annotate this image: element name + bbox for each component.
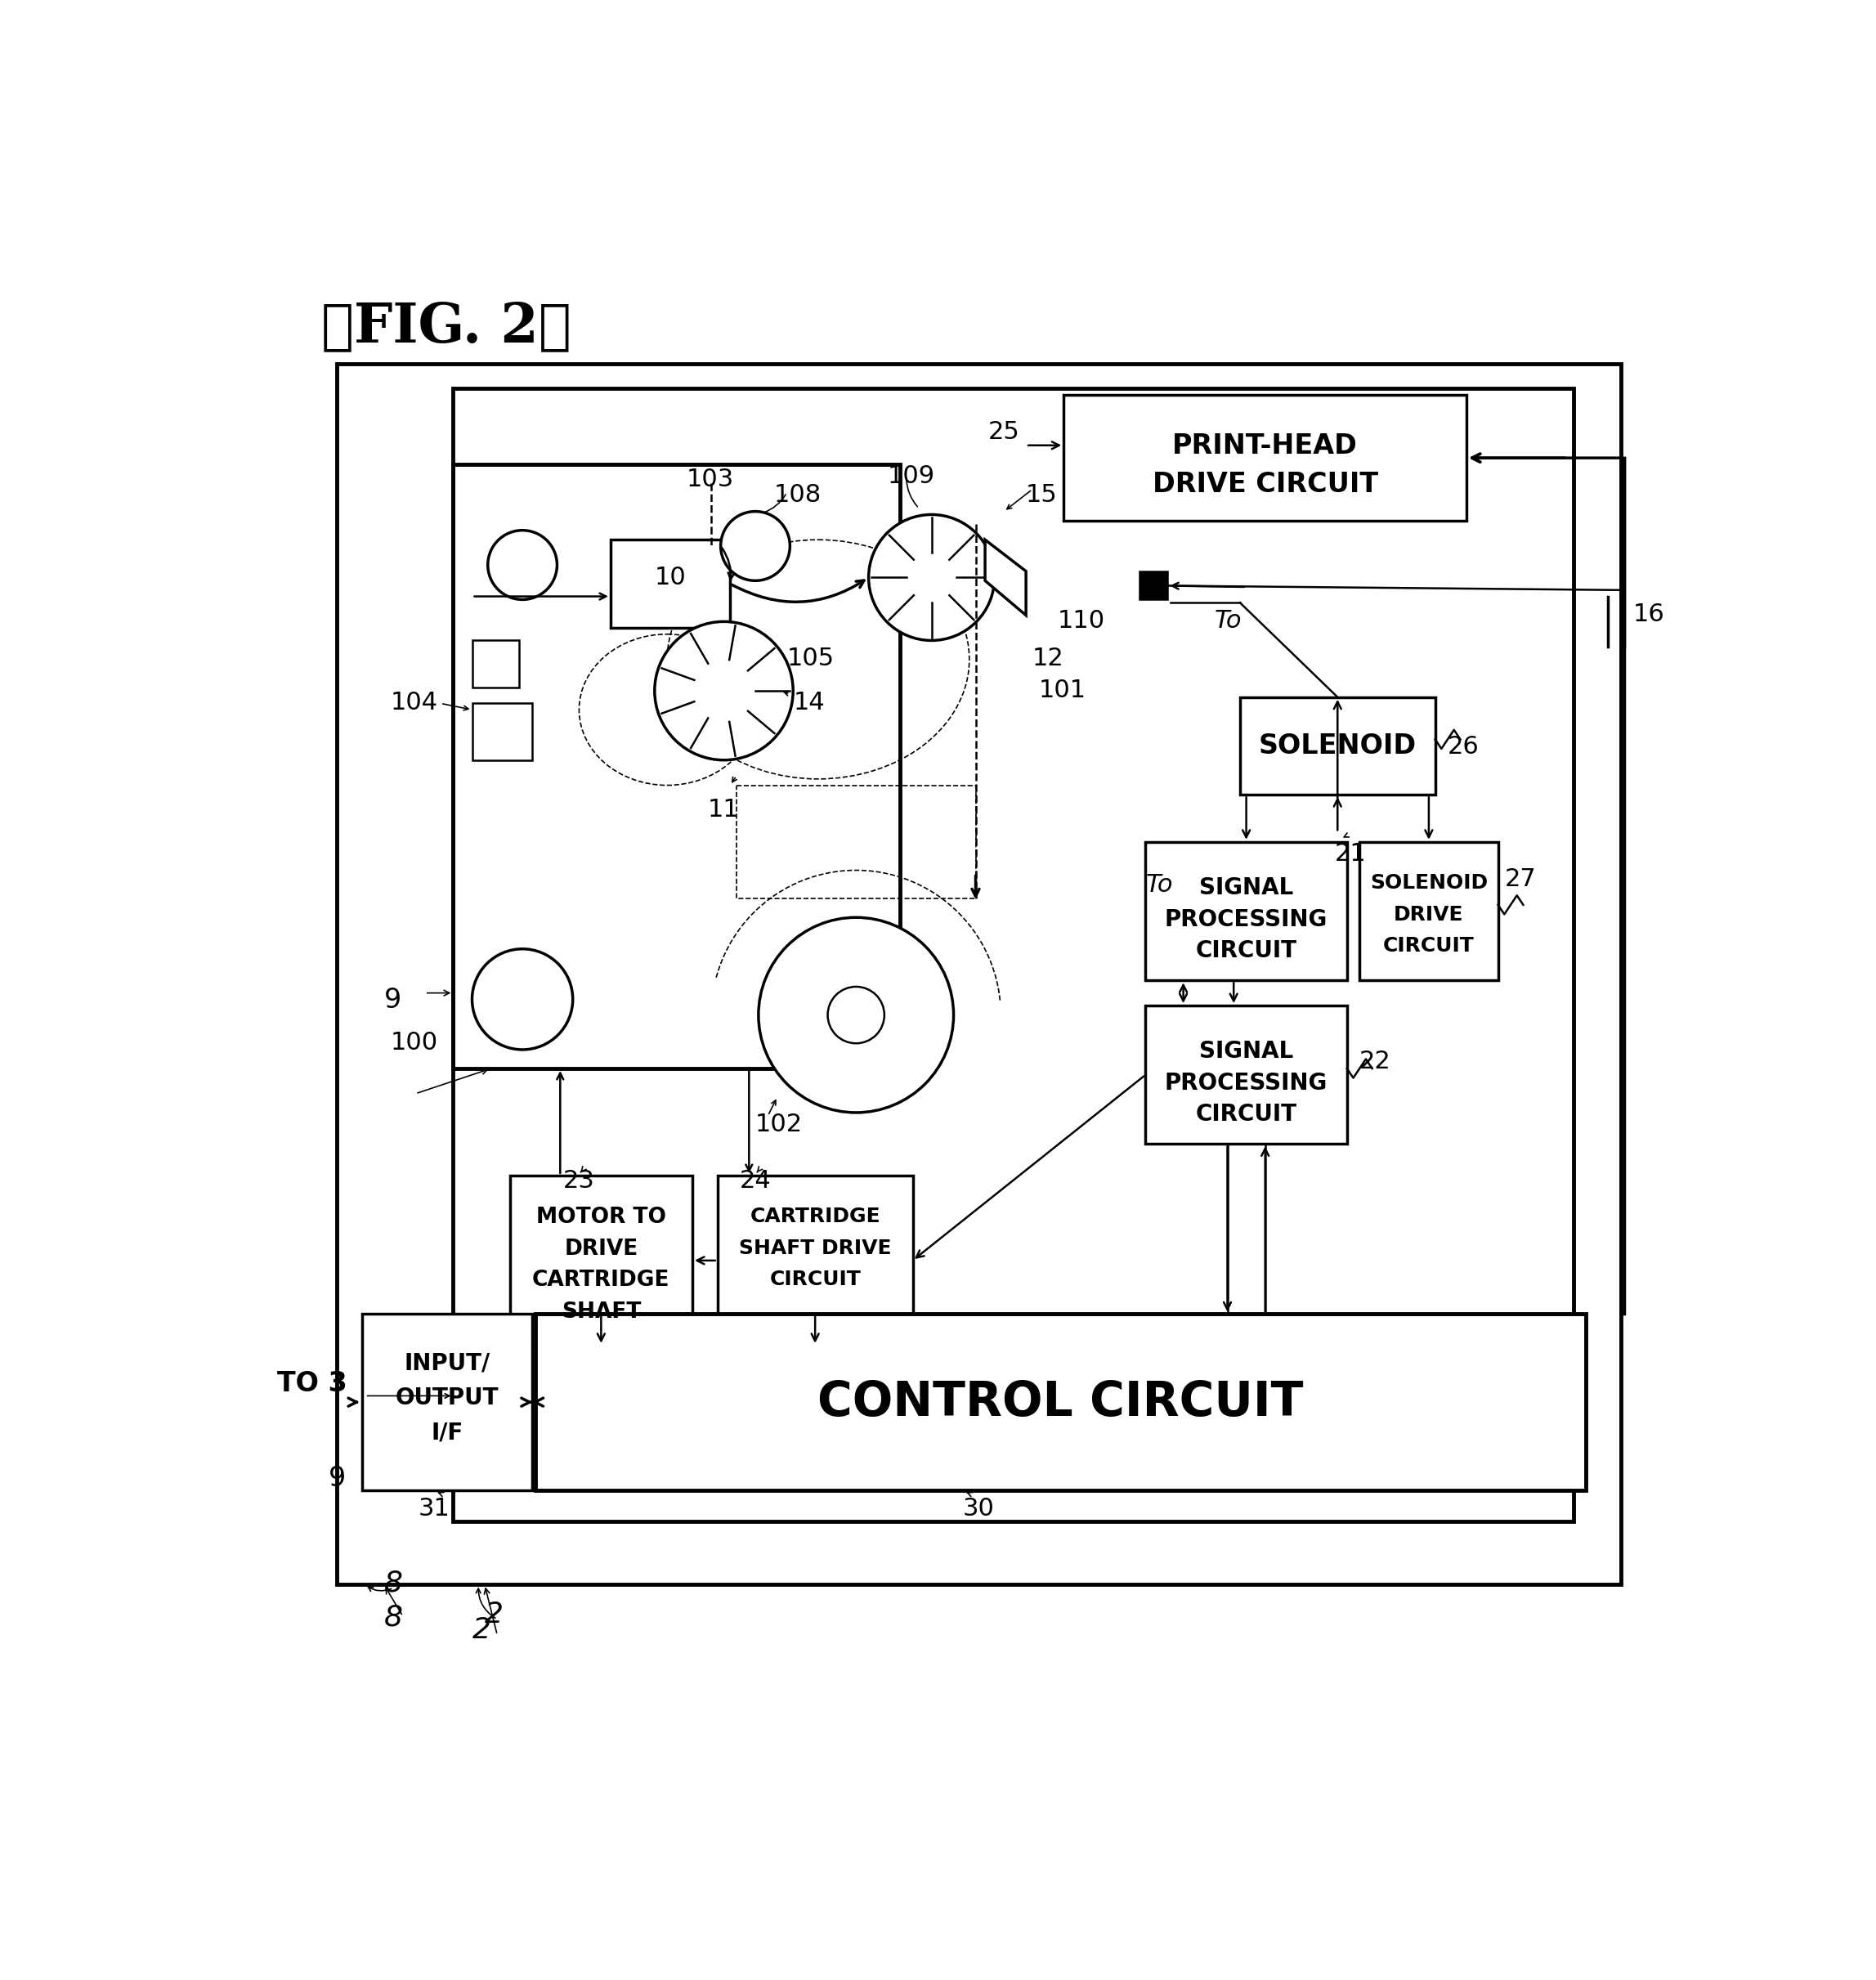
Text: DRIVE: DRIVE bbox=[1394, 905, 1463, 925]
Text: 21: 21 bbox=[1334, 842, 1366, 865]
Text: SHAFT: SHAFT bbox=[561, 1301, 642, 1323]
Bar bbox=[454, 463, 900, 1069]
Text: TO 3: TO 3 bbox=[278, 1370, 347, 1396]
Bar bbox=[510, 1176, 692, 1346]
Text: CARTRIDGE: CARTRIDGE bbox=[750, 1208, 880, 1228]
Text: SHAFT DRIVE: SHAFT DRIVE bbox=[739, 1238, 891, 1257]
Text: SOLENOID: SOLENOID bbox=[1369, 873, 1488, 893]
Text: 14: 14 bbox=[794, 691, 825, 715]
Text: 108: 108 bbox=[775, 483, 822, 507]
Bar bbox=[454, 388, 1574, 1523]
Text: CARTRIDGE: CARTRIDGE bbox=[533, 1269, 670, 1291]
Text: 109: 109 bbox=[887, 463, 934, 487]
Bar bbox=[717, 1176, 912, 1346]
Text: 110: 110 bbox=[1058, 610, 1105, 634]
Bar bbox=[362, 1315, 533, 1491]
Text: 8: 8 bbox=[385, 1568, 403, 1596]
Text: 12: 12 bbox=[1032, 647, 1064, 671]
Text: PROCESSING: PROCESSING bbox=[1165, 909, 1328, 931]
Text: 25: 25 bbox=[989, 420, 1021, 444]
Text: 9: 9 bbox=[328, 1465, 347, 1493]
Text: 100: 100 bbox=[390, 1032, 437, 1055]
Text: 16: 16 bbox=[1634, 602, 1666, 626]
Text: 30: 30 bbox=[962, 1497, 994, 1521]
Text: 23: 23 bbox=[563, 1170, 595, 1192]
Text: 102: 102 bbox=[756, 1113, 803, 1137]
Bar bbox=[535, 1315, 1585, 1491]
Bar bbox=[737, 786, 976, 899]
Text: 105: 105 bbox=[786, 647, 835, 671]
Text: INPUT/: INPUT/ bbox=[403, 1352, 490, 1374]
Bar bbox=[1139, 570, 1167, 600]
Circle shape bbox=[869, 515, 994, 640]
Text: OUTPUT: OUTPUT bbox=[396, 1386, 499, 1410]
Text: MOTOR TO: MOTOR TO bbox=[537, 1208, 666, 1228]
Text: 11: 11 bbox=[707, 798, 739, 822]
Text: 104: 104 bbox=[390, 691, 437, 715]
Text: 103: 103 bbox=[687, 467, 734, 491]
Text: 10: 10 bbox=[655, 566, 687, 590]
Text: CIRCUIT: CIRCUIT bbox=[769, 1269, 861, 1289]
Text: 2: 2 bbox=[473, 1616, 492, 1643]
Text: To: To bbox=[1216, 610, 1242, 634]
Text: DRIVE CIRCUIT: DRIVE CIRCUIT bbox=[1152, 471, 1379, 497]
Bar bbox=[1146, 1006, 1347, 1144]
Bar bbox=[473, 640, 520, 687]
Text: PRINT-HEAD: PRINT-HEAD bbox=[1172, 434, 1358, 459]
Circle shape bbox=[758, 917, 953, 1113]
Text: SOLENOID: SOLENOID bbox=[1259, 733, 1416, 758]
Circle shape bbox=[720, 511, 790, 580]
Text: 8: 8 bbox=[385, 1604, 403, 1632]
Text: SIGNAL: SIGNAL bbox=[1199, 877, 1293, 899]
Text: 26: 26 bbox=[1448, 735, 1480, 758]
Text: 22: 22 bbox=[1360, 1049, 1392, 1073]
Bar bbox=[338, 364, 1621, 1584]
Text: PROCESSING: PROCESSING bbox=[1165, 1071, 1328, 1095]
Text: 【FIG. 2】: 【FIG. 2】 bbox=[321, 301, 570, 354]
Bar bbox=[473, 703, 533, 760]
Polygon shape bbox=[985, 541, 1026, 616]
Bar bbox=[610, 541, 730, 628]
Bar bbox=[1064, 394, 1467, 521]
Text: SIGNAL: SIGNAL bbox=[1199, 1040, 1293, 1063]
Circle shape bbox=[473, 948, 572, 1049]
Bar bbox=[1146, 842, 1347, 980]
Text: DRIVE: DRIVE bbox=[565, 1238, 638, 1259]
Text: 27: 27 bbox=[1505, 867, 1536, 891]
Text: CIRCUIT: CIRCUIT bbox=[1195, 1103, 1296, 1127]
Text: 15: 15 bbox=[1026, 483, 1058, 507]
Text: To: To bbox=[1146, 873, 1172, 897]
Circle shape bbox=[488, 531, 557, 600]
Text: CONTROL CIRCUIT: CONTROL CIRCUIT bbox=[818, 1378, 1304, 1426]
Text: 101: 101 bbox=[1039, 679, 1086, 703]
Bar bbox=[1360, 842, 1499, 980]
Bar bbox=[1240, 697, 1435, 794]
Text: I/F: I/F bbox=[431, 1422, 463, 1443]
Text: CIRCUIT: CIRCUIT bbox=[1195, 939, 1296, 962]
Text: 31: 31 bbox=[418, 1497, 450, 1521]
Text: CIRCUIT: CIRCUIT bbox=[1383, 937, 1475, 956]
Circle shape bbox=[655, 622, 794, 760]
Circle shape bbox=[827, 986, 884, 1043]
Text: 2: 2 bbox=[484, 1600, 503, 1628]
Text: 9: 9 bbox=[385, 986, 401, 1014]
Text: 24: 24 bbox=[739, 1170, 771, 1192]
